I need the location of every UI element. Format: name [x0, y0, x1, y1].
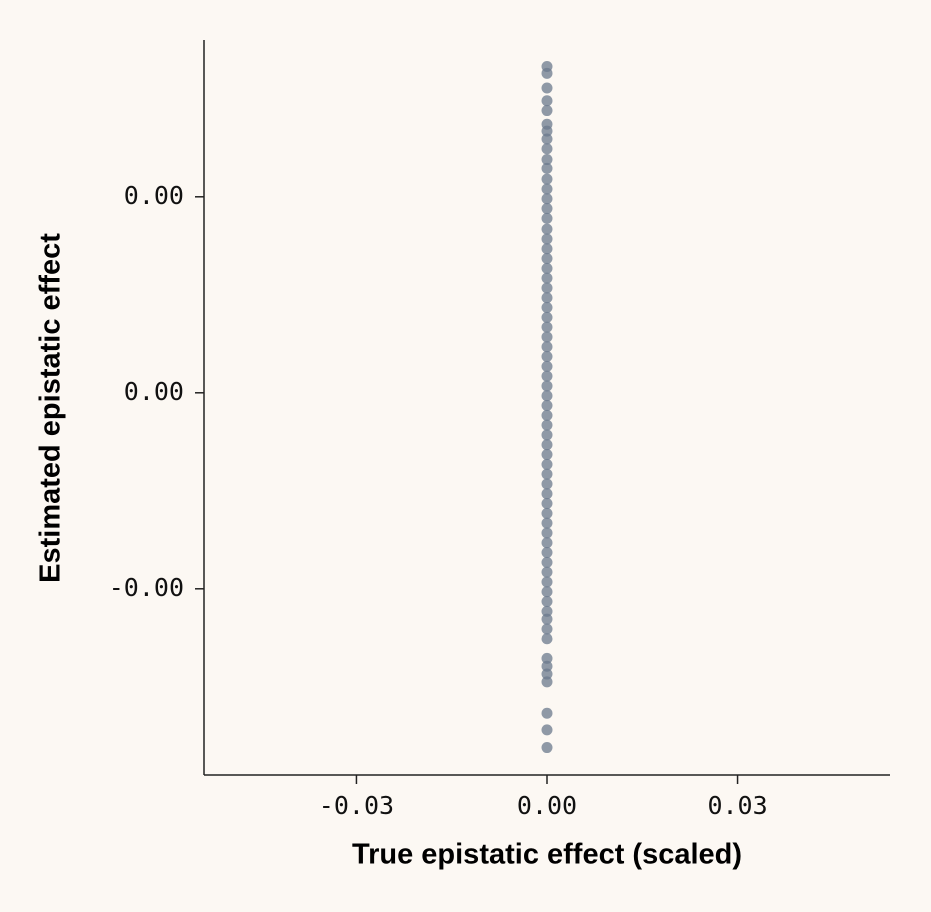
point [541, 478, 553, 490]
point [541, 498, 553, 510]
point [541, 556, 553, 568]
point [541, 233, 553, 245]
point [541, 262, 553, 274]
point [541, 439, 553, 451]
point [541, 429, 553, 441]
y-tick-label: 0.00 [124, 181, 184, 210]
point [541, 668, 553, 680]
y-tick-label: 0.00 [124, 377, 184, 406]
x-tick-label: -0.03 [319, 791, 394, 820]
point [541, 223, 553, 235]
point [541, 458, 553, 470]
point [541, 292, 553, 304]
point [541, 547, 553, 559]
point [541, 133, 553, 145]
point [541, 82, 553, 94]
point [541, 95, 553, 107]
point [541, 566, 553, 578]
point [541, 193, 553, 205]
point [541, 272, 553, 284]
point [541, 676, 553, 688]
point [541, 125, 553, 137]
x-axis-label: True epistatic effect (scaled) [352, 839, 742, 871]
x-tick-label: 0.03 [707, 791, 767, 820]
point [541, 537, 553, 549]
point [541, 400, 553, 412]
point [541, 67, 553, 79]
point [541, 212, 553, 224]
point [541, 154, 553, 166]
point [541, 173, 553, 185]
point [541, 341, 553, 353]
point [541, 370, 553, 382]
point [541, 360, 553, 372]
point [541, 311, 553, 323]
point [541, 302, 553, 314]
point [541, 183, 553, 195]
point [541, 576, 553, 588]
point [541, 243, 553, 255]
point [541, 390, 553, 402]
point [541, 203, 553, 215]
point [541, 380, 553, 392]
point [541, 143, 553, 155]
point [541, 409, 553, 421]
point [541, 449, 553, 461]
point [541, 605, 553, 617]
point [541, 596, 553, 608]
point [541, 253, 553, 265]
y-tick-label: -0.00 [109, 573, 184, 602]
point [541, 419, 553, 431]
point [541, 105, 553, 117]
point [541, 742, 553, 754]
point [541, 321, 553, 333]
point [541, 282, 553, 294]
point [541, 331, 553, 343]
point [541, 633, 553, 645]
point [541, 660, 553, 672]
point [541, 162, 553, 174]
x-tick-label: 0.00 [517, 791, 577, 820]
point [541, 724, 553, 736]
point [541, 507, 553, 519]
y-axis-label: Estimated epistatic effect [35, 233, 67, 583]
point [541, 623, 553, 635]
point [541, 488, 553, 500]
point [541, 586, 553, 598]
point [541, 351, 553, 363]
point [541, 468, 553, 480]
point [541, 527, 553, 539]
point [541, 517, 553, 529]
point [541, 652, 553, 664]
point [541, 707, 553, 719]
point [541, 613, 553, 625]
